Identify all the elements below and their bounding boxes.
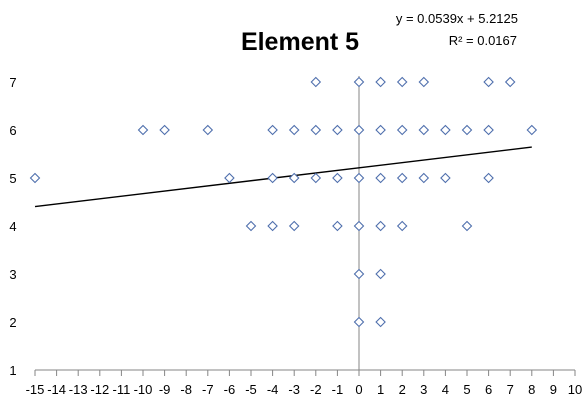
x-tick-label: -10 bbox=[134, 382, 153, 397]
data-point bbox=[202, 124, 214, 136]
x-tick-label: -3 bbox=[288, 382, 300, 397]
x-tick-label: -2 bbox=[310, 382, 322, 397]
data-point bbox=[137, 124, 149, 136]
data-point bbox=[375, 124, 386, 136]
trendline bbox=[34, 146, 532, 208]
x-tick-label: -4 bbox=[267, 382, 279, 397]
data-point bbox=[267, 124, 278, 136]
x-tick-label: 1 bbox=[377, 382, 384, 397]
y-tick-label: 6 bbox=[9, 123, 16, 138]
x-tick-label: 6 bbox=[485, 382, 492, 397]
x-tick-label: -1 bbox=[332, 382, 344, 397]
data-point bbox=[396, 76, 408, 88]
x-tick-label: 5 bbox=[463, 382, 470, 397]
x-tick-label: 3 bbox=[420, 382, 427, 397]
x-tick-label: 0 bbox=[355, 382, 362, 397]
data-point bbox=[440, 124, 451, 136]
trendline-equation: y = 0.0539x + 5.2125 bbox=[396, 11, 518, 26]
x-tick-label: 8 bbox=[528, 382, 535, 397]
data-point bbox=[224, 172, 235, 184]
data-point bbox=[418, 76, 430, 88]
x-tick-label: -11 bbox=[112, 382, 130, 397]
data-point bbox=[288, 124, 300, 136]
x-tick-label: -5 bbox=[245, 382, 257, 397]
data-point bbox=[375, 220, 386, 232]
x-tick-label: 10 bbox=[568, 382, 582, 397]
data-point bbox=[353, 172, 365, 184]
data-point bbox=[440, 172, 451, 184]
data-point bbox=[483, 172, 494, 184]
data-point bbox=[483, 76, 494, 88]
x-tick-label: -8 bbox=[180, 382, 192, 397]
x-tick-labels: -15 -14 -13 -12 -11 -10 -9 -8 -7 -6 -5 -4 -3 -2 -1 0 1 2 3… bbox=[26, 382, 583, 397]
data-point bbox=[461, 124, 473, 136]
data-point bbox=[483, 124, 494, 136]
data-points bbox=[29, 76, 538, 328]
data-point bbox=[526, 124, 538, 136]
x-tick-label: 7 bbox=[507, 382, 514, 397]
data-point bbox=[288, 172, 300, 184]
data-point bbox=[353, 124, 365, 136]
x-tick-label: 9 bbox=[550, 382, 557, 397]
y-tick-label: 1 bbox=[9, 363, 16, 378]
x-tick-label: -6 bbox=[224, 382, 236, 397]
data-point bbox=[267, 220, 278, 232]
data-point bbox=[418, 124, 430, 136]
x-tick-label: -9 bbox=[159, 382, 171, 397]
data-point bbox=[375, 268, 386, 280]
y-tick-label: 5 bbox=[9, 171, 16, 186]
data-point bbox=[267, 172, 278, 184]
data-point bbox=[353, 220, 365, 232]
data-point bbox=[353, 268, 365, 280]
data-point bbox=[29, 172, 41, 184]
data-point bbox=[332, 220, 343, 232]
data-point bbox=[288, 220, 300, 232]
y-tick-label: 2 bbox=[9, 315, 16, 330]
x-tick-label: 4 bbox=[442, 382, 449, 397]
data-point bbox=[332, 124, 343, 136]
data-point bbox=[396, 172, 408, 184]
data-point bbox=[310, 76, 322, 88]
data-point bbox=[375, 76, 386, 88]
trendline-r-squared: R² = 0.0167 bbox=[449, 33, 517, 48]
y-tick-label: 4 bbox=[9, 219, 16, 234]
data-point bbox=[504, 76, 516, 88]
data-point bbox=[245, 220, 257, 232]
data-point bbox=[310, 124, 322, 136]
y-tick-label: 3 bbox=[9, 267, 16, 282]
data-point bbox=[396, 220, 408, 232]
data-point bbox=[375, 172, 386, 184]
data-point bbox=[353, 76, 365, 88]
x-tick-label: -12 bbox=[90, 382, 109, 397]
x-tick-label: -13 bbox=[69, 382, 88, 397]
data-point bbox=[159, 124, 170, 136]
data-point bbox=[332, 172, 343, 184]
data-point bbox=[353, 316, 365, 328]
x-tick-label: -15 bbox=[26, 382, 45, 397]
x-tick-label: -7 bbox=[202, 382, 214, 397]
data-point bbox=[396, 124, 408, 136]
y-tick-label: 7 bbox=[9, 75, 16, 90]
x-tick-label: -14 bbox=[47, 382, 66, 397]
chart-title: Element 5 bbox=[241, 28, 359, 56]
data-point bbox=[375, 316, 386, 328]
y-tick-labels: 1 2 3 4 5 6 7 bbox=[9, 75, 16, 378]
x-tick-label: 2 bbox=[399, 382, 406, 397]
data-point bbox=[418, 172, 430, 184]
data-point bbox=[310, 172, 322, 184]
data-point bbox=[461, 220, 473, 232]
trendline-line bbox=[34, 146, 532, 208]
